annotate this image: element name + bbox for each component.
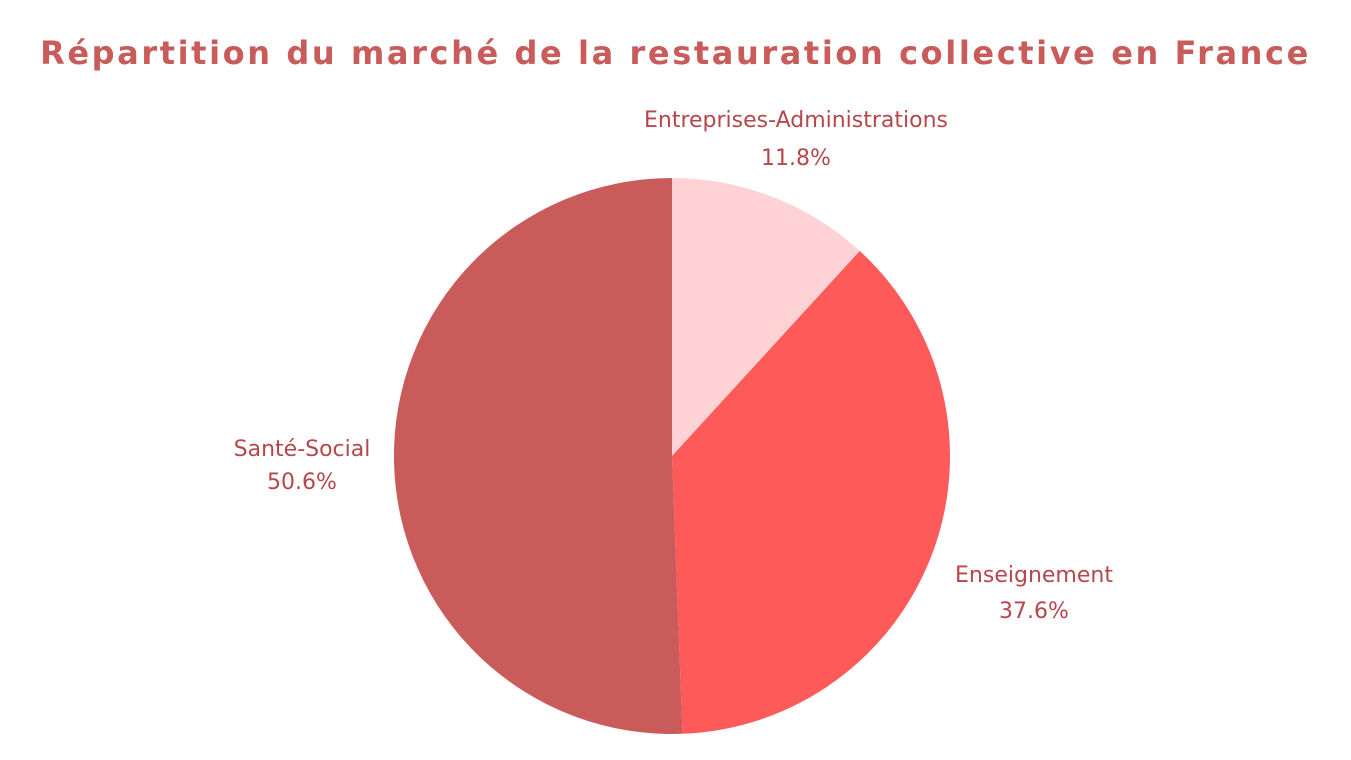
pie-slice-enseignement [672,250,950,734]
pie-slice-sant-social [393,178,683,734]
chart-title: Répartition du marché de la restauration… [40,34,1311,72]
pie-slices [393,178,950,734]
slice-value-label: 37.6% [999,599,1069,624]
pie-labels: Entreprises-Administrations 11.8% Enseigne… [234,108,1114,624]
slice-label: Entreprises-Administrations [644,108,948,133]
slice-value-label: 11.8% [761,146,831,171]
slice-label: Santé-Social [234,437,371,462]
slice-label: Enseignement [955,563,1113,588]
pie-slice-entreprises-administrations [672,178,860,456]
slice-value-label: 50.6% [267,470,337,495]
